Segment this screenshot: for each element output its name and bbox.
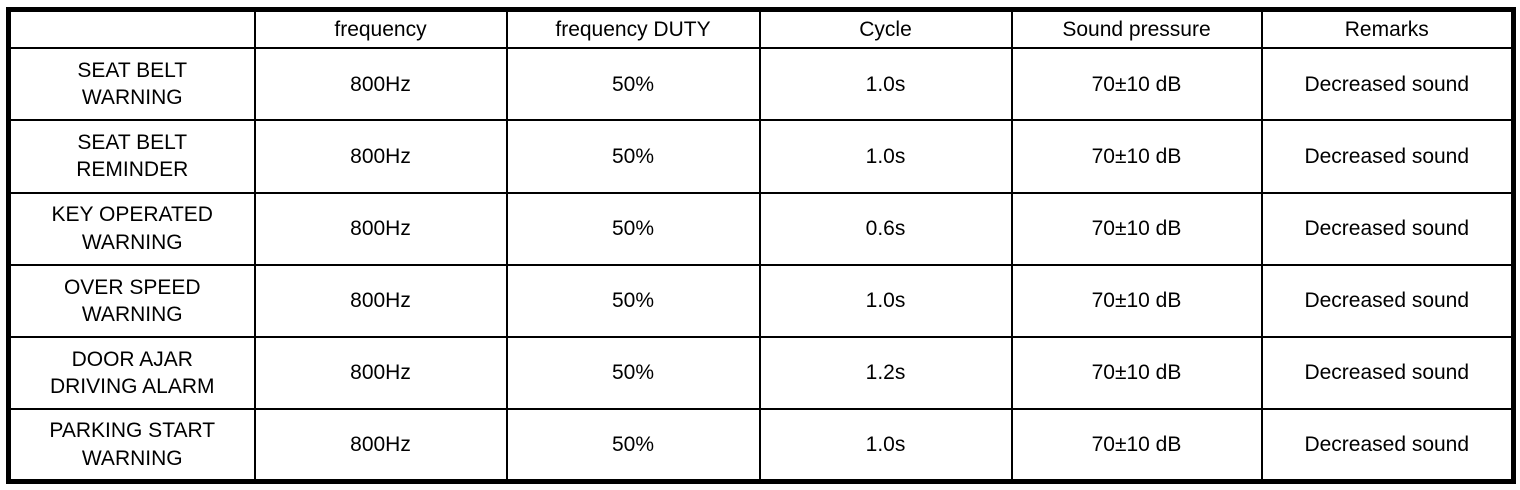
duty-cell: 50%: [505, 408, 761, 483]
sound-pressure-cell: 70±10 dB: [1010, 263, 1263, 339]
sound-pressure-cell: 70±10 dB: [1010, 191, 1263, 266]
duty-cell: 50%: [505, 47, 761, 122]
remarks-cell: Decreased sound: [1260, 263, 1515, 339]
row-label-line: WARNING: [81, 302, 183, 326]
col-header-frequency: frequency: [253, 8, 508, 50]
cycle-cell: 1.0s: [758, 119, 1013, 194]
frequency-cell: 800Hz: [253, 191, 508, 266]
frequency-cell: 800Hz: [253, 119, 508, 194]
row-label-line: REMINDER: [76, 158, 189, 182]
col-header-remarks: Remarks: [1260, 8, 1515, 50]
table-row-door-ajar-driving-alarm: DOOR AJAR DRIVING ALARM 800Hz 50% 1.2s 7…: [7, 336, 1515, 411]
header-row: frequency frequency DUTY Cycle Sound pre…: [7, 8, 1515, 50]
cycle-cell: 1.0s: [758, 408, 1013, 483]
sound-pressure-cell: 70±10 dB: [1010, 336, 1263, 411]
remarks-cell: Decreased sound: [1260, 47, 1515, 122]
col-header-frequency-duty: frequency DUTY: [505, 8, 761, 50]
remarks-cell: Decreased sound: [1260, 336, 1515, 411]
sound-pressure-cell: 70±10 dB: [1010, 119, 1263, 194]
sound-pressure-cell: 70±10 dB: [1010, 408, 1263, 483]
duty-cell: 50%: [505, 191, 761, 266]
col-header-blank: [7, 8, 256, 50]
row-label: SEAT BELT WARNING: [7, 47, 256, 122]
frequency-cell: 800Hz: [253, 263, 508, 339]
duty-cell: 50%: [505, 263, 761, 339]
row-label: DOOR AJAR DRIVING ALARM: [7, 336, 256, 411]
row-label: OVER SPEED WARNING: [7, 263, 256, 339]
row-label-line: WARNING: [81, 446, 183, 470]
row-label-line: KEY OPERATED: [51, 203, 213, 227]
col-header-sound-pressure: Sound pressure: [1010, 8, 1263, 50]
table-row-over-speed-warning: OVER SPEED WARNING 800Hz 50% 1.0s 70±10 …: [7, 263, 1515, 339]
remarks-cell: Decreased sound: [1260, 191, 1515, 266]
frequency-cell: 800Hz: [253, 408, 508, 483]
row-label: SEAT BELT REMINDER: [7, 119, 256, 194]
table-row-parking-start-warning: PARKING START WARNING 800Hz 50% 1.0s 70±…: [7, 408, 1515, 483]
duty-cell: 50%: [505, 336, 761, 411]
row-label-line: OVER SPEED: [63, 275, 201, 299]
spec-table: frequency frequency DUTY Cycle Sound pre…: [6, 7, 1516, 484]
cycle-cell: 1.0s: [758, 47, 1013, 122]
col-header-cycle: Cycle: [758, 8, 1013, 50]
remarks-cell: Decreased sound: [1260, 119, 1515, 194]
sound-pressure-cell: 70±10 dB: [1010, 47, 1263, 122]
row-label-line: PARKING START: [49, 419, 216, 443]
row-label-line: WARNING: [81, 86, 183, 110]
cycle-cell: 1.0s: [758, 263, 1013, 339]
duty-cell: 50%: [505, 119, 761, 194]
table-row-key-operated-warning: KEY OPERATED WARNING 800Hz 50% 0.6s 70±1…: [7, 191, 1515, 266]
table-row-seat-belt-warning: SEAT BELT WARNING 800Hz 50% 1.0s 70±10 d…: [7, 47, 1515, 122]
row-label: KEY OPERATED WARNING: [7, 191, 256, 266]
remarks-cell: Decreased sound: [1260, 408, 1515, 483]
row-label-line: SEAT BELT: [77, 58, 188, 82]
row-label: PARKING START WARNING: [7, 408, 256, 483]
cycle-cell: 0.6s: [758, 191, 1013, 266]
cycle-cell: 1.2s: [758, 336, 1013, 411]
table-row-seat-belt-reminder: SEAT BELT REMINDER 800Hz 50% 1.0s 70±10 …: [7, 119, 1515, 194]
frequency-cell: 800Hz: [253, 336, 508, 411]
row-label-line: DRIVING ALARM: [49, 375, 215, 399]
frequency-cell: 800Hz: [253, 47, 508, 122]
row-label-line: SEAT BELT: [77, 131, 188, 155]
row-label-line: DOOR AJAR: [71, 347, 193, 371]
row-label-line: WARNING: [81, 230, 183, 254]
